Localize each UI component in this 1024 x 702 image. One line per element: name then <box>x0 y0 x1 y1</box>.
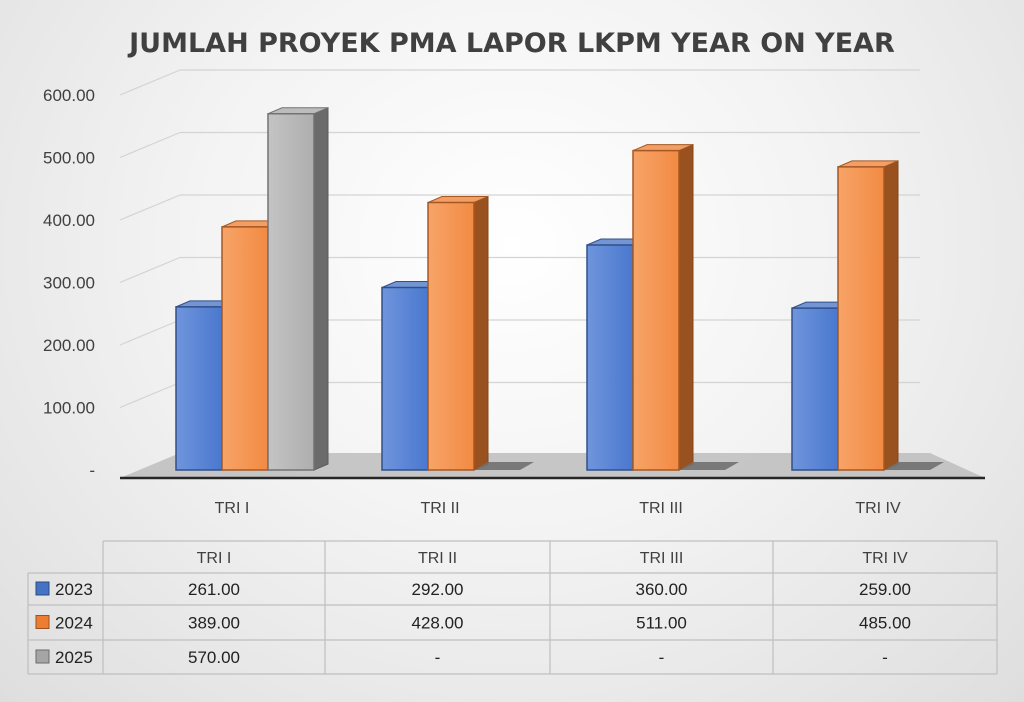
table-header-cell: TRI I <box>197 550 232 567</box>
bar-2024-tri-iii <box>632 143 694 471</box>
bar-empty-2025-2 <box>474 462 534 470</box>
table-cell: 292.00 <box>412 580 464 599</box>
bar-2024-tri-ii <box>427 195 489 471</box>
legend-key-2025 <box>35 649 50 664</box>
gridline <box>119 319 181 346</box>
legend-label: 2023 <box>55 580 93 599</box>
table-cell: 570.00 <box>188 648 240 667</box>
y-tick-label: 500.00 <box>43 149 95 168</box>
bars <box>175 106 944 471</box>
x-axis: TRI I TRI II TRI III TRI IV <box>215 500 901 517</box>
y-tick-label: 400.00 <box>43 211 95 230</box>
y-tick-label: 200.00 <box>43 336 95 355</box>
x-tick-label: TRI III <box>639 500 683 517</box>
table-cell: 485.00 <box>859 614 911 633</box>
table-cell: - <box>435 648 441 667</box>
legend-label: 2025 <box>55 648 93 667</box>
legend-key-2024 <box>35 615 50 629</box>
table-header-cell: TRI II <box>418 550 457 567</box>
y-axis: - 100.00 200.00 300.00 400.00 500.00 600.00 <box>43 86 95 480</box>
bar-2024-tri-iv <box>837 160 899 471</box>
gridline <box>119 256 181 284</box>
x-tick-label: TRI II <box>420 500 459 517</box>
table-cell: 428.00 <box>412 614 464 633</box>
y-tick-label: - <box>89 461 95 480</box>
table-cell: 511.00 <box>636 614 687 633</box>
gridline <box>119 381 181 409</box>
table-cell: 389.00 <box>188 614 240 633</box>
legend-label: 2024 <box>55 614 93 633</box>
gridline <box>119 131 181 159</box>
table-cell: - <box>659 648 665 667</box>
chart-floor <box>120 453 985 480</box>
bar-2025-tri-i <box>267 106 329 471</box>
bar-empty-2025-3 <box>679 462 739 470</box>
table-cell: 259.00 <box>859 580 911 599</box>
x-tick-label: TRI IV <box>855 500 901 517</box>
table-cell: - <box>882 648 888 667</box>
gridline <box>119 194 181 221</box>
y-tick-label: 100.00 <box>43 399 95 418</box>
bar-empty-2025-4 <box>884 462 944 470</box>
table-cell: 261.00 <box>188 580 240 599</box>
gridline <box>119 69 181 96</box>
table-header-cell: TRI IV <box>862 550 908 567</box>
chart-title: JUMLAH PROYEK PMA LAPOR LKPM YEAR ON YEA… <box>127 28 895 59</box>
y-tick-label: 600.00 <box>43 86 95 105</box>
data-table: TRI I TRI II TRI III TRI IV 2023 261.00 292.00… <box>27 540 998 675</box>
table-header-cell: TRI III <box>640 550 684 567</box>
x-tick-label: TRI I <box>215 500 250 517</box>
table-cell: 360.00 <box>636 580 688 599</box>
floor-plane <box>120 453 985 478</box>
legend-key-2023 <box>35 581 50 596</box>
y-tick-label: 300.00 <box>43 274 95 293</box>
